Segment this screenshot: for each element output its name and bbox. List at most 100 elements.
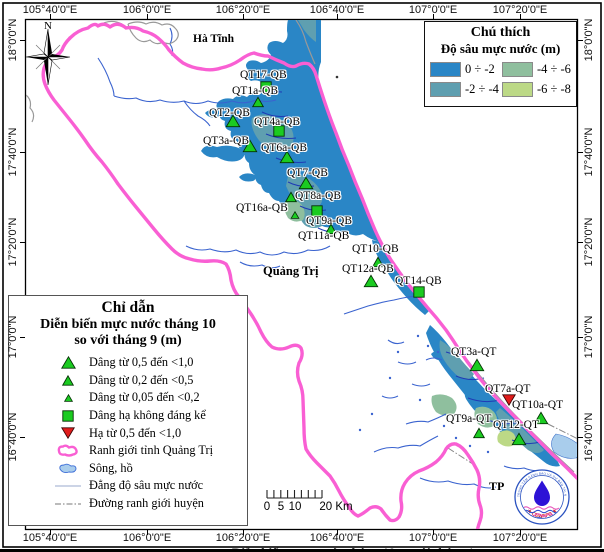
legend-depth-title: Chú thích bbox=[470, 25, 531, 40]
square-icon bbox=[260, 81, 272, 93]
triangle-large-icon bbox=[469, 358, 485, 372]
lat-tick-left bbox=[20, 242, 25, 243]
station-label: QT1a-QB bbox=[232, 85, 278, 97]
lake bbox=[551, 433, 577, 459]
legend-main-item-label: Sông, hồ bbox=[89, 460, 133, 475]
station-label: QT2-QB bbox=[209, 107, 250, 119]
legend-main-item: Sông, hồ bbox=[9, 460, 247, 478]
station-label: QT14-QB bbox=[395, 275, 442, 287]
lat-tick-left bbox=[20, 337, 25, 338]
lon-label-top: 106°40'0"E bbox=[309, 4, 365, 16]
lon-tick-top bbox=[337, 14, 338, 19]
station-marker-QT7a-QT bbox=[502, 394, 516, 407]
legend-main-item-label: Đường ranh giới huyện bbox=[89, 496, 204, 511]
depth-swatch bbox=[502, 62, 533, 77]
lat-tick-left bbox=[20, 152, 25, 153]
station-marker-QT10a-QT bbox=[533, 411, 549, 425]
legend-main-item: Dâng từ 0,5 đến <1,0 bbox=[9, 354, 247, 372]
legend-main-item: Đường ranh giới huyện bbox=[9, 495, 247, 513]
scale-bar-label: 20 Km bbox=[319, 501, 353, 513]
triangle-medium-icon bbox=[284, 191, 298, 203]
triangle-large-icon bbox=[533, 411, 549, 425]
station-marker-QT12a-QB bbox=[363, 274, 379, 288]
depth-zone-south bbox=[426, 325, 577, 467]
lat-label-right: 16°40'0"N bbox=[583, 412, 595, 462]
triangle-large-icon bbox=[298, 176, 314, 190]
depth-zone-north bbox=[201, 20, 381, 242]
legend-depth: Chú thích Độ sâu mực nước (m) 0 ÷ -2 -4 ÷… bbox=[424, 21, 577, 107]
station-marker-QT9a-QT bbox=[472, 427, 486, 439]
legend-main-subtitle-1: Diễn biến mực nước tháng 10 bbox=[40, 317, 216, 332]
district-line-icon bbox=[53, 497, 83, 511]
legend-main: Chỉ dẫn Diễn biến mực nước tháng 10 so v… bbox=[8, 295, 248, 526]
legend-main-item: Đẳng độ sâu mực nước bbox=[9, 477, 247, 495]
lat-label-left: 16°40'0"N bbox=[7, 412, 19, 462]
depth-range-label: -6 ÷ -8 bbox=[537, 82, 571, 96]
lat-label-left: 17°20'0"N bbox=[7, 217, 19, 267]
depth-range-label: -2 ÷ -4 bbox=[465, 82, 499, 96]
lon-label-top: 106°0'0"E bbox=[122, 4, 172, 16]
legend-main-item-label: Dâng từ 0,5 đến <1,0 bbox=[89, 355, 194, 370]
region-label-tp: TP bbox=[489, 479, 505, 493]
lon-label-top: 107°0'0"E bbox=[408, 4, 458, 16]
cutoff-caption: Diễn biến mực nước tháng 10 so với tháng… bbox=[232, 543, 472, 552]
lon-tick-top bbox=[50, 14, 51, 19]
region-label-ha-tinh: Hà Tĩnh bbox=[193, 33, 235, 45]
lon-label-bottom: 106°40'0"E bbox=[309, 532, 365, 544]
lon-tick-bottom bbox=[243, 530, 244, 535]
station-label: QT7-QB bbox=[287, 167, 328, 179]
triangle-large-icon bbox=[53, 356, 83, 369]
station-label: QT10-QB bbox=[352, 243, 399, 255]
depth-range-label: -4 ÷ -6 bbox=[537, 62, 571, 76]
lat-label-right: 17°40'0"N bbox=[583, 127, 595, 177]
station-label: QT17-QB bbox=[240, 69, 287, 81]
triangle-large-icon bbox=[511, 432, 527, 446]
depth-swatch bbox=[430, 62, 461, 77]
station-marker-QT17-QB bbox=[260, 81, 272, 93]
triangle-large-icon bbox=[363, 274, 379, 288]
lon-tick-top bbox=[147, 14, 148, 19]
station-label: QT10a-QT bbox=[512, 399, 564, 411]
legend-main-items: Dâng từ 0,5 đến <1,0 Dâng từ 0,2 đến <0,5… bbox=[9, 354, 247, 512]
station-marker-QT8a-QB bbox=[284, 191, 298, 203]
lon-label-top: 105°40'0"E bbox=[22, 4, 78, 16]
lat-label-right: 18°0'0"N bbox=[583, 18, 595, 62]
legend-main-item-label: Hạ từ 0,5 đến <1,0 bbox=[89, 425, 182, 440]
water-icon bbox=[53, 461, 83, 475]
bottom-edge-bar bbox=[0, 549, 604, 552]
scale-bar-label: 0 bbox=[263, 501, 271, 513]
lat-tick-right bbox=[578, 40, 583, 41]
legend-main-item: Dâng từ 0,2 đến <0,5 bbox=[9, 372, 247, 390]
station-marker-QT3a-QB bbox=[242, 139, 258, 153]
lat-tick-left bbox=[20, 437, 25, 438]
legend-main-item: Ranh giới tỉnh Quảng Trị bbox=[9, 442, 247, 460]
lon-tick-bottom bbox=[520, 530, 521, 535]
lon-tick-bottom bbox=[337, 530, 338, 535]
station-marker-QT9a-QB bbox=[311, 205, 323, 217]
compass-rose bbox=[26, 28, 71, 86]
station-label: QT4a-QB bbox=[254, 116, 300, 128]
station-marker-QT14-QB bbox=[413, 286, 425, 298]
legend-main-item: Dâng từ 0,05 đến <0,2 bbox=[9, 389, 247, 407]
lat-label-left: 17°40'0"N bbox=[7, 127, 19, 177]
station-label: QT9a-QB bbox=[306, 215, 352, 227]
square-icon bbox=[311, 205, 323, 217]
depth-swatch bbox=[430, 82, 461, 97]
triangle-medium-icon bbox=[472, 427, 486, 439]
station-label: QT3a-QB bbox=[203, 135, 249, 147]
province-boundary-icon bbox=[53, 443, 83, 458]
square-icon bbox=[273, 125, 285, 137]
lat-tick-right bbox=[578, 437, 583, 438]
triangle-large-icon bbox=[225, 114, 241, 128]
station-label: QT12-QT bbox=[493, 419, 539, 431]
station-marker-QT6a-QB bbox=[279, 150, 295, 164]
lat-label-left: 18°0'0"N bbox=[7, 18, 19, 62]
lon-label-top: 106°20'0"E bbox=[215, 4, 271, 16]
legend-main-item: Hạ từ 0,5 đến <1,0 bbox=[9, 424, 247, 442]
station-label: QT12a-QB bbox=[342, 263, 394, 275]
legend-main-subtitle-2: so với tháng 9 (m) bbox=[74, 333, 182, 348]
depth-range-label: 0 ÷ -2 bbox=[465, 62, 495, 76]
region-label-quang-tri: Quảng Trị bbox=[263, 264, 319, 278]
